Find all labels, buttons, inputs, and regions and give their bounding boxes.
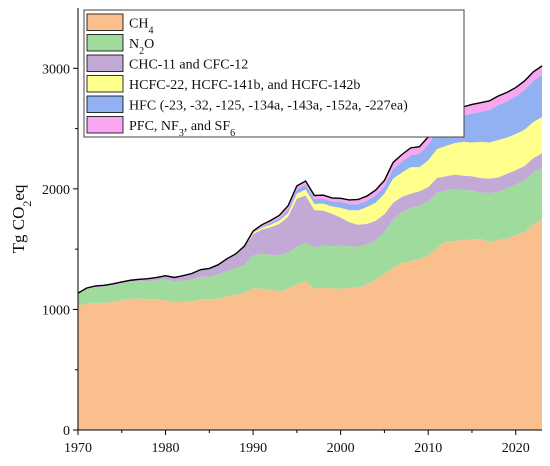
y-tick-label: 3000 xyxy=(42,62,70,77)
legend-label: CH4 xyxy=(129,17,153,37)
legend-label: PFC, NF3, and SF6 xyxy=(129,119,235,139)
x-tick-label: 1970 xyxy=(64,441,92,456)
legend-swatch xyxy=(86,54,124,72)
y-tick-label: 2000 xyxy=(42,183,70,198)
legend-swatch xyxy=(86,116,124,134)
x-tick-label: 2010 xyxy=(414,441,442,456)
legend-swatch xyxy=(86,75,124,93)
area-series-0 xyxy=(78,219,542,430)
legend-swatch xyxy=(86,95,124,113)
x-tick-label: 2020 xyxy=(502,441,530,456)
legend-box xyxy=(83,9,465,138)
legend-label: HCFC-22, HCFC-141b, and HCFC-142b xyxy=(129,78,360,93)
legend-swatch xyxy=(86,13,124,31)
x-tick-label: 1980 xyxy=(152,441,180,456)
y-axis-title: Tg CO2eq xyxy=(9,184,34,253)
legend-label: N2O xyxy=(129,37,154,57)
legend-label: CHC-11 and CFC-12 xyxy=(129,58,248,73)
legend-swatch xyxy=(86,34,124,52)
area-series-1 xyxy=(78,167,542,306)
y-tick-label: 1000 xyxy=(42,303,70,318)
x-tick-label: 2000 xyxy=(327,441,355,456)
x-tick-label: 1990 xyxy=(239,441,267,456)
legend-label: HFC (-23, -32, -125, -134a, -143a, -152a… xyxy=(129,99,408,114)
stack-top-outline xyxy=(77,65,543,294)
y-axis-label: Tg CO2eq xyxy=(9,184,34,253)
area-series-2 xyxy=(78,153,542,294)
axes: 0 1000 2000 3000 1970 1980 1990 2000 2010 2020 xyxy=(42,8,542,456)
y-tick-label: 0 xyxy=(63,424,70,439)
area-layers xyxy=(77,65,543,430)
